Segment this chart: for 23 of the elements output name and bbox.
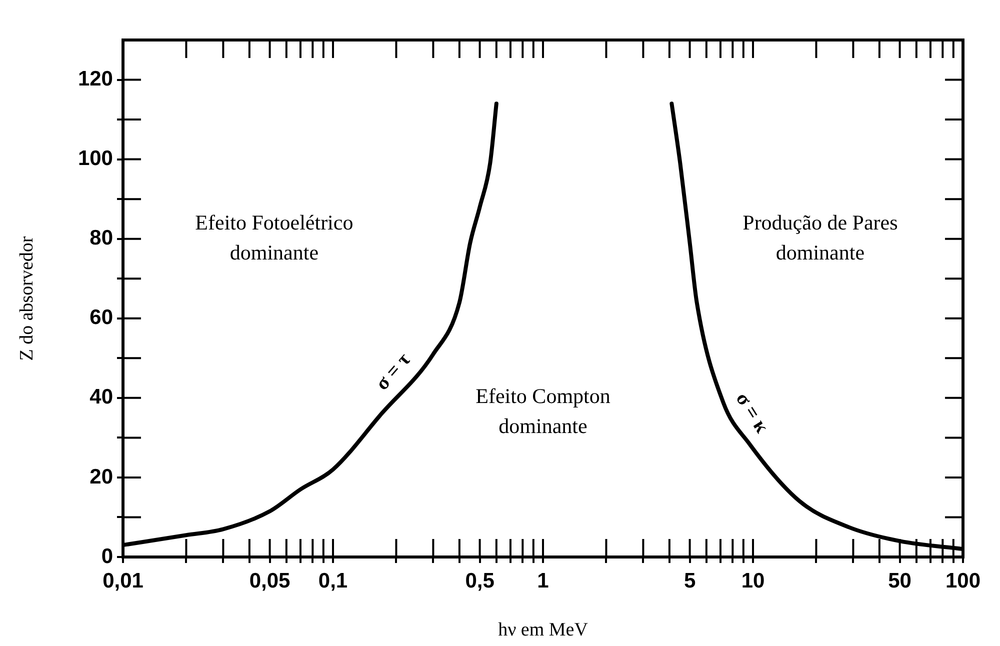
text: σ = τ bbox=[371, 348, 415, 395]
x-tick-label: 5 bbox=[684, 569, 696, 592]
text: σ = κ bbox=[731, 388, 773, 437]
y-tick-label: 100 bbox=[78, 147, 113, 170]
y-tick-label: 20 bbox=[90, 465, 113, 488]
annotation: Produção de Pares dominante bbox=[742, 210, 898, 265]
y-tick-label: 0 bbox=[101, 544, 113, 568]
x-tick-label: 0,01 bbox=[102, 569, 144, 592]
x-tick-label: 50 bbox=[888, 569, 912, 592]
y-tick-label: 40 bbox=[90, 386, 113, 409]
x-axis-title: hν em MeV bbox=[498, 620, 588, 641]
annotation: Efeito Fotoelétrico dominante bbox=[195, 210, 354, 265]
annotation: Efeito Compton dominante bbox=[476, 384, 611, 438]
y-tick-label: 60 bbox=[90, 306, 113, 330]
x-tick-label: 100 bbox=[945, 569, 981, 592]
x-tick-label: 1 bbox=[537, 569, 550, 592]
x-tick-label: 10 bbox=[741, 569, 765, 592]
y-axis-title: Z do absorvedor bbox=[16, 236, 38, 361]
x-tick-label: 0,05 bbox=[249, 569, 291, 592]
x-tick-label: 0,5 bbox=[465, 569, 495, 592]
x-tick-label: 0,1 bbox=[318, 569, 348, 592]
y-tick-label: 120 bbox=[78, 68, 113, 91]
y-tick-label: 80 bbox=[90, 226, 113, 250]
